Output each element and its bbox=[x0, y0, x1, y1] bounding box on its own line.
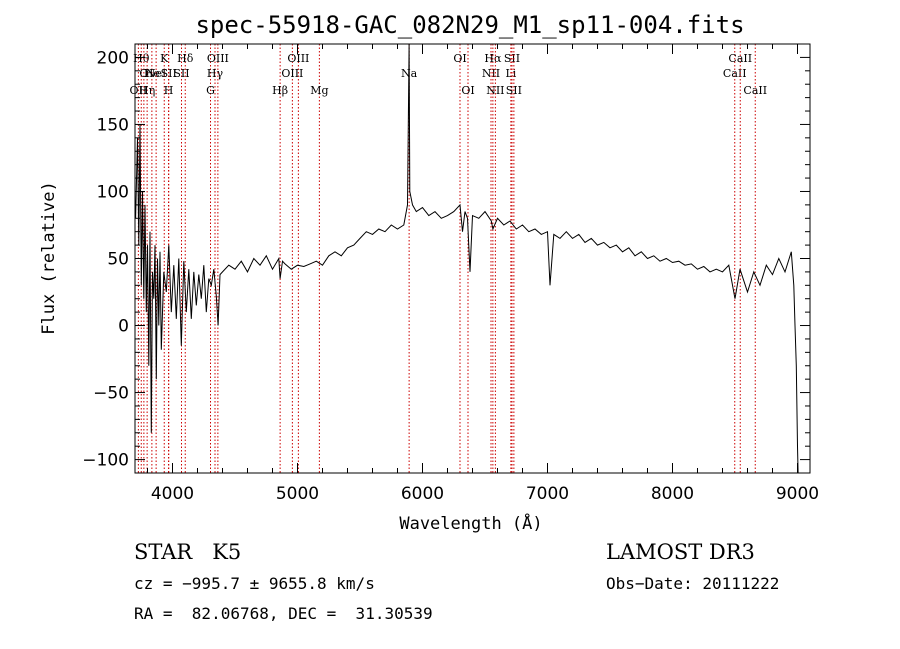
y-tick-label-2: 0 bbox=[118, 317, 129, 337]
coordinates: RA = 82.06768, DEC = 31.30539 bbox=[134, 604, 433, 623]
line-label-10: Hδ bbox=[177, 52, 194, 65]
line-label-5: NeI bbox=[146, 67, 166, 80]
spectrum-line-0 bbox=[135, 43, 799, 474]
line-label-3: Hη bbox=[139, 84, 155, 97]
line-label-16: OIII bbox=[287, 52, 309, 65]
line-label-28: CaII bbox=[728, 52, 752, 65]
line-label-6: K bbox=[160, 52, 169, 65]
x-tick-label-3: 7000 bbox=[526, 484, 569, 504]
x-tick-label-0: 4000 bbox=[151, 484, 194, 504]
line-label-27: CaII bbox=[723, 67, 747, 80]
chart-title: spec-55918-GAC_082N29_M1_sp11-004.fits bbox=[195, 11, 744, 39]
x-tick-label-1: 5000 bbox=[276, 484, 319, 504]
line-label-13: OIII bbox=[207, 52, 229, 65]
y-tick-label-6: 200 bbox=[97, 48, 129, 68]
x-tick-label-5: 9000 bbox=[776, 484, 819, 504]
redshift-velocity: cz = −995.7 ± 9655.8 km/s bbox=[134, 574, 375, 593]
x-tick-label-4: 8000 bbox=[651, 484, 694, 504]
line-label-22: Hα bbox=[484, 52, 502, 65]
object-class: STAR K5 bbox=[134, 540, 242, 564]
line-label-1: Hθ bbox=[133, 52, 150, 65]
y-tick-label-5: 150 bbox=[97, 115, 129, 135]
line-label-25: SII bbox=[504, 52, 520, 65]
x-tick-label-2: 6000 bbox=[401, 484, 444, 504]
line-label-26: SII bbox=[506, 84, 522, 97]
line-label-8: SII bbox=[161, 67, 177, 80]
y-tick-label-1: −50 bbox=[93, 384, 129, 404]
line-label-12: Hγ bbox=[207, 67, 224, 80]
chart-axes: 4000 5000 6000 7000 8000 9000 −100 −50 0 50 100 150… bbox=[82, 43, 819, 504]
plot-frame bbox=[134, 43, 811, 474]
line-label-0: OII bbox=[130, 84, 148, 97]
line-label-2: O bbox=[139, 67, 148, 80]
spectrum-series bbox=[135, 43, 799, 474]
y-axis-label: Flux (relative) bbox=[39, 181, 59, 335]
y-tick-label-4: 100 bbox=[97, 182, 129, 202]
line-label-14: Hβ bbox=[272, 84, 288, 97]
line-label-20: OI bbox=[461, 84, 474, 97]
line-label-11: G bbox=[206, 84, 215, 97]
line-label-17: Mg bbox=[310, 84, 328, 97]
survey-name: LAMOST DR3 bbox=[606, 540, 755, 564]
line-label-23: NII bbox=[486, 84, 504, 97]
y-tick-label-3: 50 bbox=[107, 250, 129, 270]
line-label-29: CaII bbox=[743, 84, 767, 97]
x-axis-label: Wavelength (Å) bbox=[399, 512, 542, 534]
y-tick-label-0: −100 bbox=[82, 451, 129, 471]
line-label-15: OIII bbox=[281, 67, 303, 80]
line-label-21: NII bbox=[482, 67, 500, 80]
observation-date: Obs−Date: 20111222 bbox=[606, 574, 780, 593]
spectral-line-markers: OIIHθOHηHeNeIKHSIISIIHδGHγOIIIHβOIIIOIII… bbox=[130, 44, 767, 473]
line-label-19: OI bbox=[453, 52, 466, 65]
line-label-24: Li bbox=[505, 67, 516, 80]
line-label-9: SII bbox=[173, 67, 189, 80]
